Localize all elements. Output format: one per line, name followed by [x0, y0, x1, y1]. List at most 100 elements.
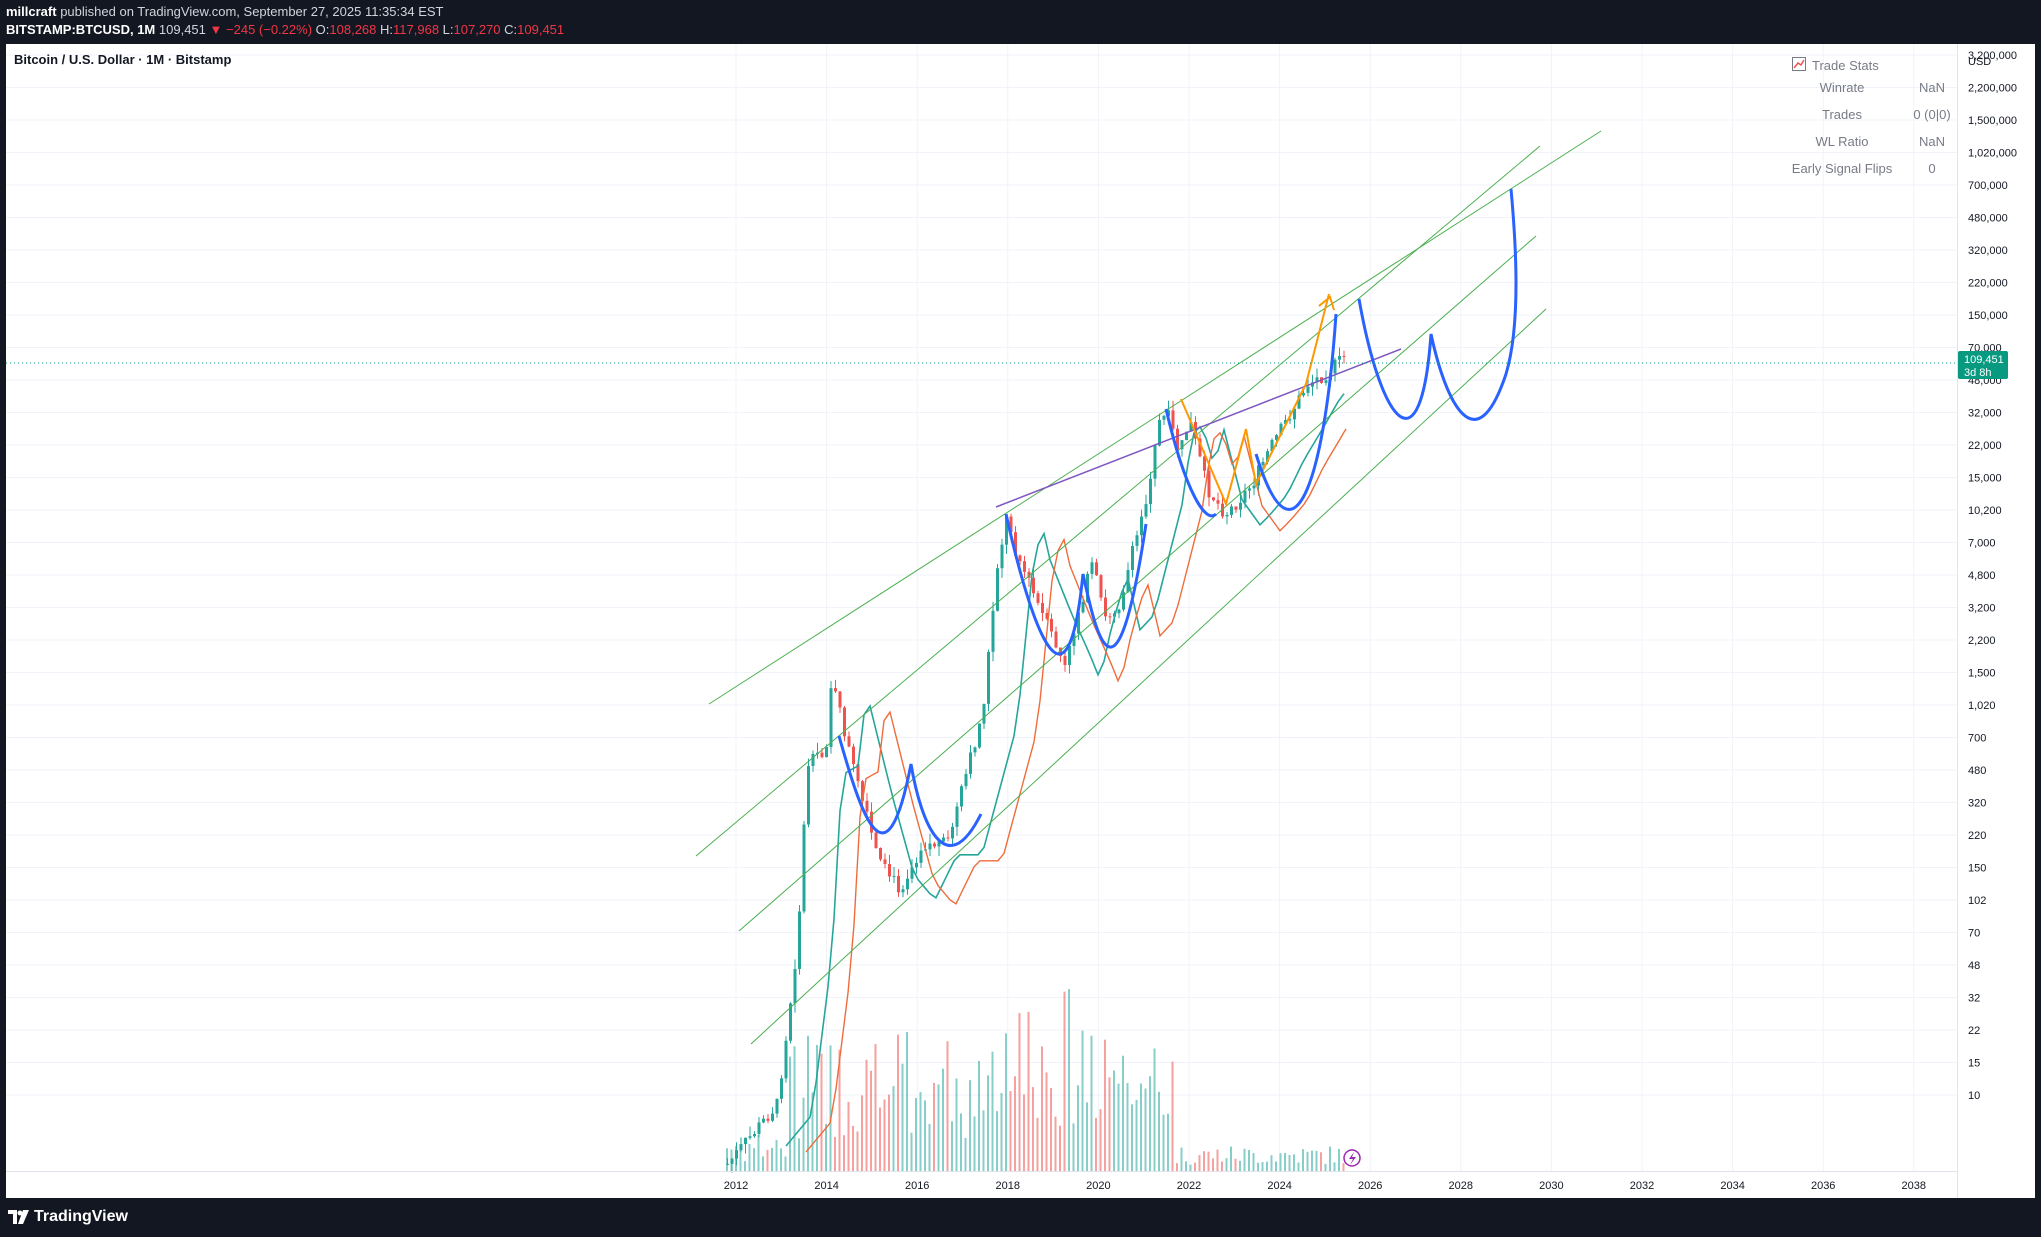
candle-body [771, 1113, 774, 1121]
author-name[interactable]: millcraft [6, 4, 57, 19]
time-tick: 2026 [1358, 1180, 1382, 1192]
volume-bar [1212, 1158, 1214, 1171]
volume-bar [933, 1082, 935, 1171]
candle-body [1108, 616, 1112, 618]
candle-body [1095, 562, 1098, 576]
volume-bar [1284, 1152, 1286, 1171]
tradingview-logo[interactable]: TradingView [8, 1208, 128, 1226]
volume-bar [1158, 1091, 1160, 1171]
volume-bar [883, 1099, 886, 1171]
close-value: 109,451 [517, 22, 565, 37]
candle-body [861, 781, 864, 801]
price-tag[interactable]: 109,451 3d 8h [1958, 351, 2008, 379]
user-drawings [695, 130, 1602, 1045]
volume-bar [1072, 1123, 1075, 1171]
candle-body [798, 911, 801, 970]
volume-bar [1293, 1154, 1295, 1171]
price-tick: 15,000 [1968, 473, 2002, 485]
candle-body [1009, 516, 1013, 533]
volume-bar [1108, 1077, 1111, 1171]
candle-body [928, 843, 932, 850]
candle-body [1014, 532, 1017, 556]
volume-bar [973, 1116, 976, 1171]
candle-body [1252, 485, 1256, 489]
volume-bar [1324, 1163, 1327, 1171]
brand-name: TradingView [34, 1208, 128, 1225]
publish-line: millcraft published on TradingView.com, … [6, 4, 443, 19]
volume-bar [766, 1149, 769, 1171]
volume-bar [834, 1136, 836, 1171]
chart-title[interactable]: Bitcoin / U.S. Dollar · 1M · Bitstamp [14, 52, 232, 67]
price-tick: 7,000 [1968, 538, 1996, 550]
candle-body [937, 841, 941, 847]
stat-value: 0 [1928, 161, 1936, 176]
candle-body [1270, 439, 1274, 452]
volume-bar [865, 1059, 868, 1171]
price-tick: 1,020,000 [1968, 148, 2017, 160]
candle-body [987, 651, 990, 704]
grid-lines [6, 44, 1957, 1171]
volume-bar [847, 1101, 850, 1171]
lightning-icon[interactable] [1343, 1149, 1361, 1167]
volume-bar [924, 1100, 926, 1171]
candle-body [811, 754, 815, 767]
high-label: H: [380, 22, 394, 37]
volume-bar [991, 1051, 994, 1171]
volume-bar [951, 1121, 953, 1171]
projection-path [1180, 293, 1330, 508]
volume-bar [1306, 1151, 1309, 1171]
volume-bar [852, 1125, 854, 1171]
candle-body [1275, 435, 1278, 440]
candle-body [946, 837, 950, 839]
price-change: −245 (−0.22%) [226, 22, 313, 37]
volume-bar [1090, 1035, 1093, 1171]
volume-bar [1018, 1012, 1021, 1171]
volume-bar [879, 1107, 881, 1171]
volume-bar [838, 1049, 841, 1171]
candle-body [883, 859, 887, 864]
price-tick: 220,000 [1968, 278, 2008, 290]
volume-bar [757, 1135, 760, 1171]
volume-bar [1027, 1011, 1030, 1171]
symbol-label: BITSTAMP:BTCUSD, 1M [6, 22, 156, 37]
time-tick: 2018 [996, 1180, 1020, 1192]
candle-body [969, 752, 972, 774]
price-tick: 10 [1968, 1090, 1980, 1102]
candle-body [852, 746, 855, 765]
price-axis: 3,200,000 2,200,000 1,500,000 1,020,000 700,… [1968, 50, 2017, 1102]
volume-bar [1203, 1151, 1205, 1171]
candle-body [838, 691, 842, 708]
volume-bar [996, 1111, 998, 1171]
candle-body [789, 1003, 792, 1041]
volume-bar [1140, 1083, 1142, 1171]
candle-body [1230, 506, 1233, 515]
volume-bar [1054, 1116, 1057, 1171]
volume-bar [942, 1068, 944, 1171]
volume-bar [1063, 991, 1066, 1171]
trade-stats-row: WL Ratio NaN [1778, 128, 1958, 155]
volume-bar [1320, 1152, 1322, 1171]
candle-body [762, 1118, 765, 1123]
volume-bar [811, 1092, 814, 1171]
candle-body [1239, 502, 1242, 510]
volume-bar [1014, 1076, 1016, 1171]
volume-bar [1081, 1030, 1084, 1171]
volume-bar [1221, 1161, 1223, 1171]
volume-bar [1234, 1158, 1237, 1171]
price-tick: 102 [1968, 895, 1986, 907]
volume-bar [1099, 1109, 1102, 1171]
price-tag-value: 109,451 [1964, 354, 2004, 366]
price-chart[interactable]: 3,200,000 2,200,000 1,500,000 1,020,000 700,… [6, 44, 2035, 1198]
chart-pane[interactable]: 3,200,000 2,200,000 1,500,000 1,020,000 700,… [6, 44, 2035, 1198]
candle-body [1185, 431, 1188, 441]
volume-bar [1162, 1114, 1165, 1171]
candle-body [1189, 421, 1193, 432]
currency-label[interactable]: USD [1968, 56, 1991, 68]
candle-body [897, 875, 900, 893]
open-label: O: [315, 22, 330, 37]
volume-bar [744, 1161, 746, 1171]
volume-bar [915, 1097, 917, 1171]
candle-body [1140, 516, 1143, 536]
volume-bar [1279, 1153, 1282, 1171]
volume-bar [843, 1135, 845, 1171]
